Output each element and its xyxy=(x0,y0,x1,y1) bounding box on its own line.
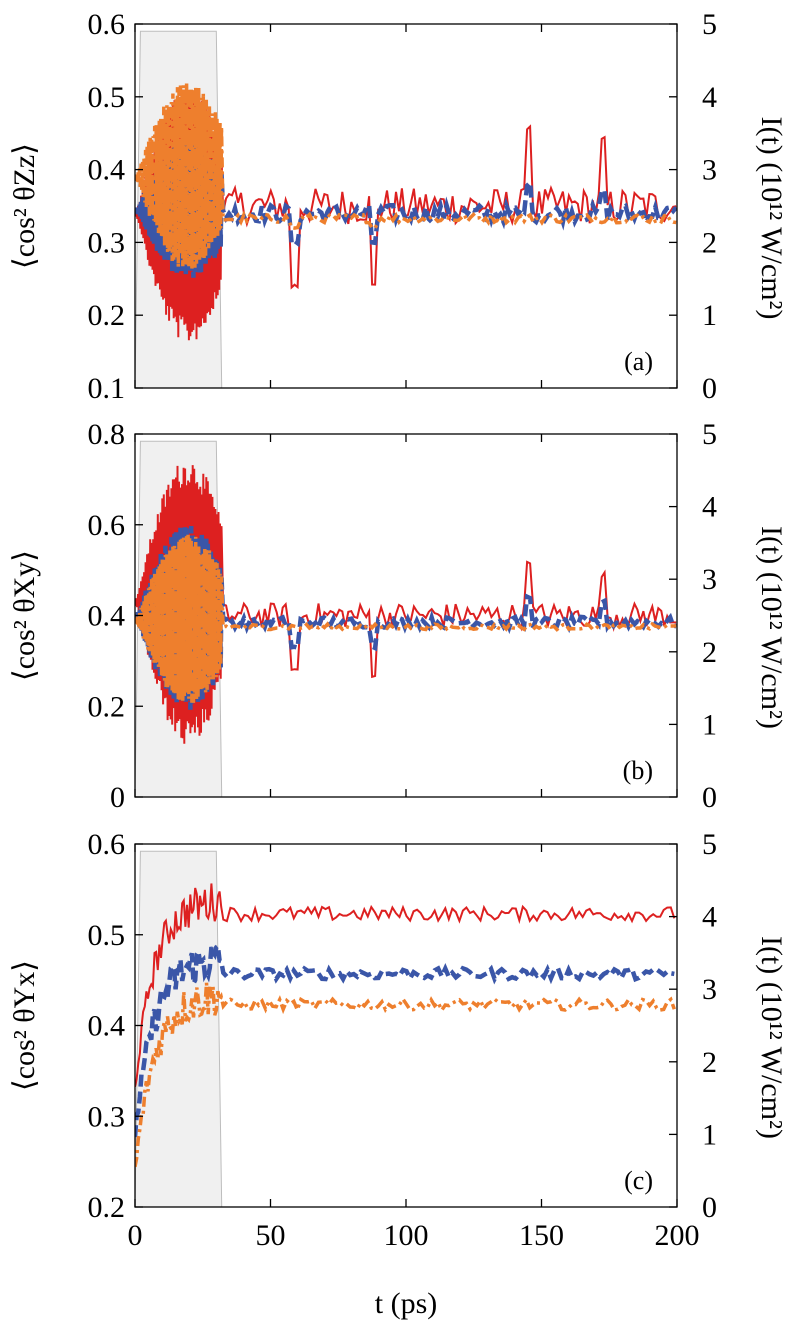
series-group xyxy=(135,82,677,341)
y-tick-label-left: 0.4 xyxy=(88,1010,126,1043)
y-axis-title-left: ⟨cos² θYx⟩ xyxy=(8,960,41,1091)
y-tick-label-left: 0.2 xyxy=(88,690,126,723)
y-tick-label-left: 0.6 xyxy=(88,8,126,41)
y-axis-title-right: I(t) (10¹² W/cm²) xyxy=(755,936,788,1139)
y-tick-label-left: 0.1 xyxy=(88,372,126,405)
x-tick-label: 0 xyxy=(128,1219,143,1252)
panel-a: 0.1 0.2 0.3 0.4 0.5 0.6 0 1 2 3 4 5 ⟨cos² θZz⟩ I(t) (… xyxy=(8,8,788,405)
y-tick-label-left: 0.6 xyxy=(88,509,126,542)
y-tick-label-left: 0.5 xyxy=(88,81,126,114)
panel-label: (b) xyxy=(623,756,653,785)
y-tick-label-left: 0.5 xyxy=(88,919,126,952)
y-tick-label-left: 0.3 xyxy=(88,1100,126,1133)
x-tick-label: 200 xyxy=(655,1219,700,1252)
y-tick-label-right: 3 xyxy=(702,563,717,596)
y-tick-label-left: 0.8 xyxy=(88,418,126,451)
series-group xyxy=(135,883,676,1168)
pulse-envelope xyxy=(134,850,223,1208)
y-tick-label-left: 0.4 xyxy=(88,154,126,187)
series-line-blue xyxy=(135,941,675,1138)
y-tick-label-left: 0.2 xyxy=(88,1191,126,1224)
y-tick-label-left: 0.4 xyxy=(88,600,126,633)
panel-label: (c) xyxy=(624,1166,653,1195)
panel-c: 0 50 100 150 200 0.2 0.3 0.4 0.5 0.6 0 1 2 3 4 5 ⟨cos² θ… xyxy=(8,828,788,1252)
panel-label: (a) xyxy=(624,347,653,376)
series-line-orange xyxy=(135,533,677,703)
y-tick-label-right: 3 xyxy=(702,973,717,1006)
y-tick-label-right: 1 xyxy=(702,708,717,741)
y-tick-label-right: 5 xyxy=(702,418,717,451)
y-tick-label-left: 0.6 xyxy=(88,828,126,861)
y-tick-label-right: 0 xyxy=(702,372,717,405)
y-tick-label-right: 4 xyxy=(702,81,717,114)
y-tick-label-left: 0.2 xyxy=(88,299,126,332)
y-tick-label-right: 4 xyxy=(702,491,717,524)
y-tick-label-left: 0 xyxy=(110,781,125,814)
series-line-red xyxy=(135,883,676,1088)
y-tick-label-right: 2 xyxy=(702,1046,717,1079)
y-tick-label-right: 5 xyxy=(702,828,717,861)
y-tick-label-right: 2 xyxy=(702,636,717,669)
series-group xyxy=(135,465,677,744)
x-tick-label: 50 xyxy=(256,1219,286,1252)
series-line-orange xyxy=(135,82,677,271)
y-axis-title-left: ⟨cos² θZz⟩ xyxy=(8,143,41,269)
y-tick-label-right: 0 xyxy=(702,781,717,814)
x-axis-title: t (ps) xyxy=(375,1287,438,1320)
y-tick-label-right: 5 xyxy=(702,8,717,41)
y-tick-label-right: 2 xyxy=(702,226,717,259)
y-tick-label-right: 0 xyxy=(702,1191,717,1224)
x-tick-label: 100 xyxy=(384,1219,429,1252)
y-axis-title-right: I(t) (10¹² W/cm²) xyxy=(755,116,788,319)
y-tick-label-right: 4 xyxy=(702,901,717,934)
series-line-orange xyxy=(135,982,676,1168)
y-axis-title-right: I(t) (10¹² W/cm²) xyxy=(755,526,788,729)
y-axis-title-left: ⟨cos² θXy⟩ xyxy=(8,550,41,681)
panel-b: 0 0.2 0.4 0.6 0.8 0 1 2 3 4 5 ⟨cos² θXy⟩ I(t) (10¹² … xyxy=(8,418,788,814)
y-tick-label-right: 1 xyxy=(702,1118,717,1151)
y-tick-label-right: 1 xyxy=(702,299,717,332)
y-tick-label-left: 0.3 xyxy=(88,226,126,259)
y-tick-label-right: 3 xyxy=(702,154,717,187)
x-tick-label: 150 xyxy=(519,1219,564,1252)
